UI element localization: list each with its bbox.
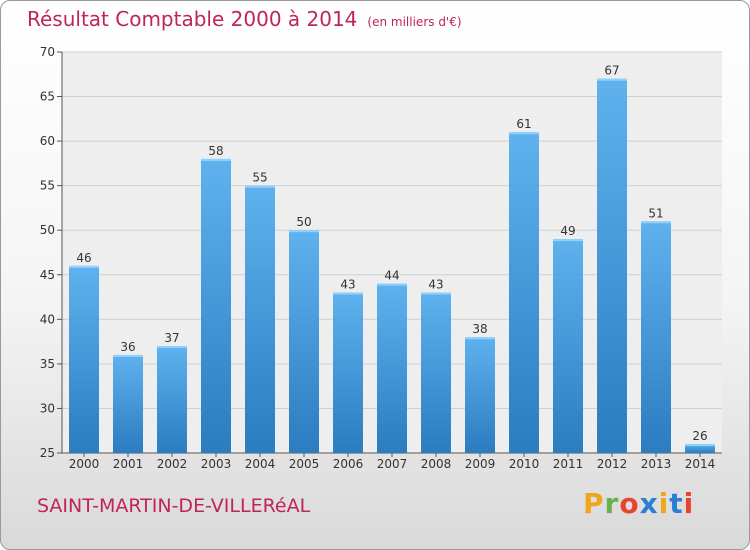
bar-2004: [245, 185, 275, 453]
data-label-2009: 38: [472, 322, 487, 336]
data-label-2004: 55: [252, 171, 267, 185]
bar-2010: [509, 132, 539, 453]
x-tick-label-2001: 2001: [113, 457, 144, 471]
bar-cap-2014: [685, 444, 715, 447]
logo-letter: P: [583, 487, 605, 520]
data-label-2005: 50: [296, 215, 311, 229]
x-tick-label-2000: 2000: [69, 457, 100, 471]
data-label-2011: 49: [560, 224, 575, 238]
y-tick-label-45: 45: [40, 268, 55, 282]
bar-2007: [377, 283, 407, 453]
proxiti-logo: Proxiti: [583, 487, 694, 520]
logo-letter: x: [639, 487, 659, 520]
bar-cap-2003: [201, 158, 231, 161]
data-label-2007: 44: [384, 269, 399, 283]
chart-unit-note: (en milliers d'€): [367, 15, 462, 29]
y-tick-label-40: 40: [40, 312, 55, 326]
data-label-2013: 51: [648, 206, 663, 220]
x-tick-label-2011: 2011: [553, 457, 584, 471]
y-tick-label-55: 55: [40, 179, 55, 193]
logo-letter: i: [683, 487, 695, 520]
bar-2003: [201, 158, 231, 453]
bar-2002: [157, 346, 187, 453]
y-tick-label-35: 35: [40, 357, 55, 371]
x-tick-label-2009: 2009: [465, 457, 496, 471]
x-tick-label-2012: 2012: [597, 457, 628, 471]
bar-cap-2011: [553, 239, 583, 242]
x-tick-label-2014: 2014: [685, 457, 716, 471]
y-tick-label-25: 25: [40, 446, 55, 460]
bar-cap-2012: [597, 78, 627, 81]
x-tick-label-2002: 2002: [157, 457, 188, 471]
logo-letter: o: [619, 487, 640, 520]
logo-letter: t: [669, 487, 684, 520]
data-label-2008: 43: [428, 278, 443, 292]
bar-cap-2006: [333, 292, 363, 295]
bar-2008: [421, 292, 451, 453]
chart-title: Résultat Comptable 2000 à 2014 (en millie…: [27, 7, 462, 31]
data-label-2006: 43: [340, 278, 355, 292]
bar-cap-2008: [421, 292, 451, 295]
bar-2011: [553, 239, 583, 453]
data-label-2014: 26: [692, 429, 707, 443]
bar-2014: [685, 444, 715, 453]
y-tick-label-70: 70: [40, 45, 55, 59]
bar-cap-2000: [69, 265, 99, 268]
bar-cap-2005: [289, 230, 319, 233]
bar-2006: [333, 292, 363, 453]
bar-cap-2001: [113, 354, 143, 357]
bar-cap-2007: [377, 283, 407, 286]
x-tick-label-2013: 2013: [641, 457, 672, 471]
y-tick-label-60: 60: [40, 134, 55, 148]
data-label-2002: 37: [164, 331, 179, 345]
x-tick-label-2004: 2004: [245, 457, 276, 471]
bar-cap-2013: [641, 221, 671, 224]
data-label-2003: 58: [208, 144, 223, 158]
x-tick-label-2008: 2008: [421, 457, 452, 471]
data-label-2001: 36: [120, 340, 135, 354]
bar-2005: [289, 230, 319, 453]
bar-cap-2004: [245, 185, 275, 188]
data-label-2000: 46: [76, 251, 91, 265]
place-name: SAINT-MARTIN-DE-VILLERéAL: [37, 495, 311, 517]
bar-2000: [69, 265, 99, 453]
bar-2013: [641, 221, 671, 453]
x-tick-label-2005: 2005: [289, 457, 320, 471]
x-tick-label-2006: 2006: [333, 457, 364, 471]
bar-cap-2010: [509, 132, 539, 135]
x-tick-label-2007: 2007: [377, 457, 408, 471]
y-tick-label-30: 30: [40, 401, 55, 415]
y-tick-label-50: 50: [40, 223, 55, 237]
bar-2012: [597, 78, 627, 453]
x-tick-label-2003: 2003: [201, 457, 232, 471]
logo-letter: r: [604, 487, 620, 520]
bar-2009: [465, 337, 495, 453]
bar-2001: [113, 354, 143, 453]
data-label-2010: 61: [516, 117, 531, 131]
y-tick-label-65: 65: [40, 90, 55, 104]
data-label-2012: 67: [604, 64, 619, 78]
bar-cap-2002: [157, 346, 187, 349]
x-tick-label-2010: 2010: [509, 457, 540, 471]
logo-letter: i: [658, 487, 670, 520]
chart-title-text: Résultat Comptable 2000 à 2014: [27, 7, 358, 31]
bar-cap-2009: [465, 337, 495, 340]
